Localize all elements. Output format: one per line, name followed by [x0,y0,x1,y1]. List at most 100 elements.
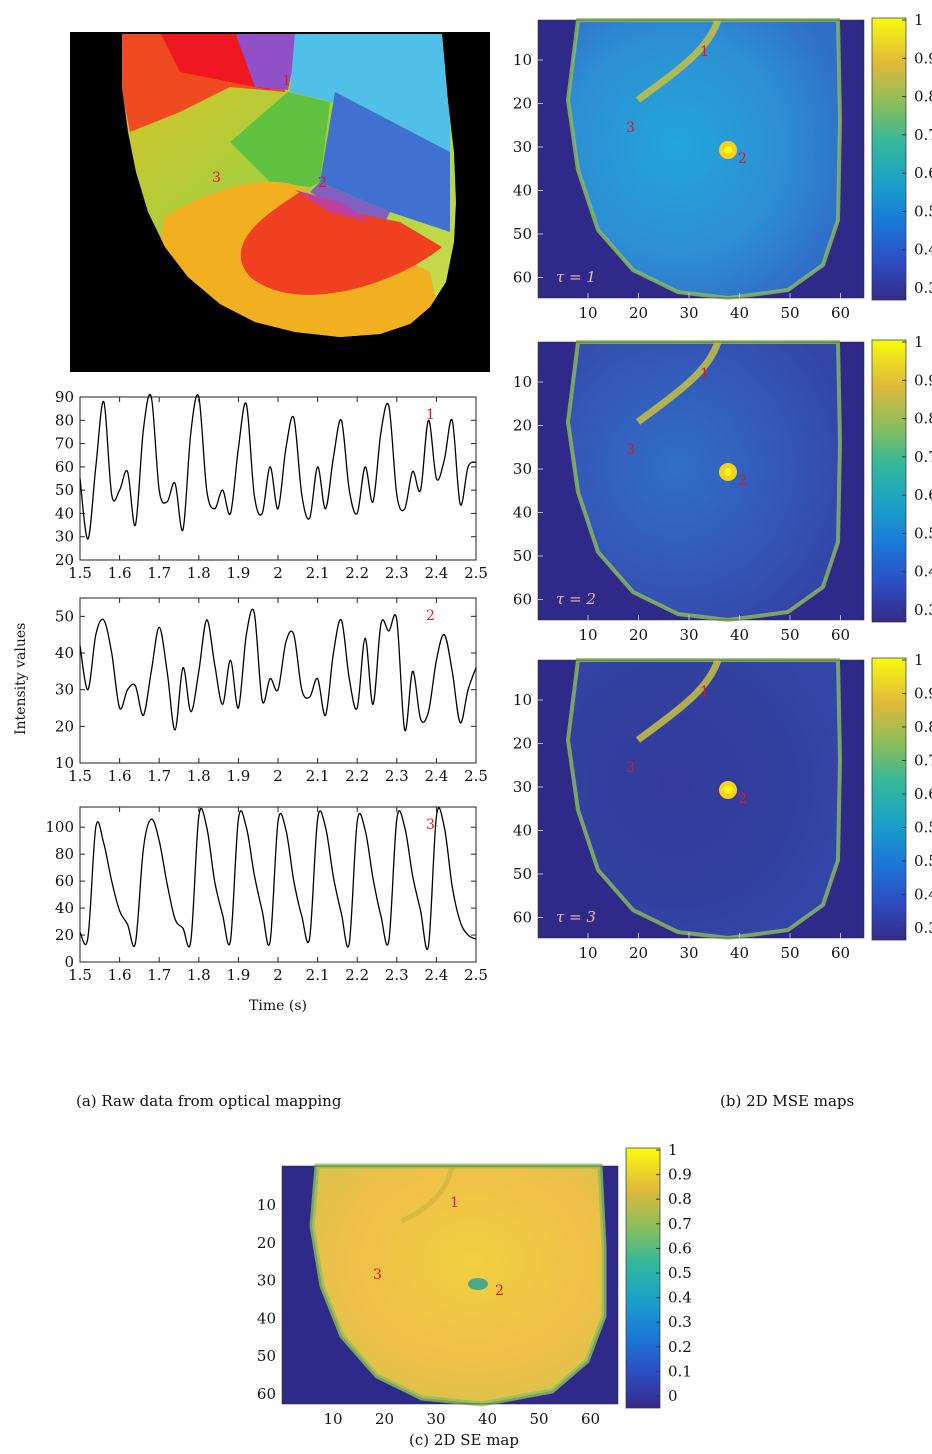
x-tick-label: 1.5 [68,767,92,785]
se-x-tick-label: 40 [478,1410,497,1428]
colorbar-tick-label: 0.5 [914,524,932,542]
phase-marker-1: 1 [282,73,291,89]
y-tick-label: 90 [55,388,74,406]
colorbar-tick-label: 0.9 [914,685,932,703]
caption-c: (c) 2D SE map [409,1431,519,1449]
x-tick-label: 2.5 [464,767,488,785]
map-marker-1: 1 [700,684,709,700]
colorbar-tick-label: 0.9 [914,371,932,389]
colorbar-tick-label: 0.8 [914,718,932,736]
y-tick-label: 60 [55,872,74,890]
map-marker-1: 1 [700,44,709,60]
y-tick-label: 80 [55,845,74,863]
map-x-tick-label: 40 [730,626,749,644]
phase-marker-2: 2 [318,175,327,191]
map-y-tick-label: 10 [513,691,532,709]
x-tick-label: 1.8 [187,966,211,984]
x-tick-label: 2.4 [424,767,448,785]
vessel-streak [635,658,722,743]
colorbar-tick-label: 0.7 [914,448,932,466]
se-colorbar-tick-label: 0.2 [668,1338,692,1356]
map-y-tick-label: 50 [513,225,532,243]
se-colorbar-tick-label: 0 [668,1387,678,1405]
map-marker-2: 2 [738,151,747,167]
trace-3-chart: 1.5 1.6 1.7 1.8 1.9 2 2.1 2.2 2.3 2.4 2.5 100 80 60 40… [45,806,488,1014]
y-tick-label: 40 [55,899,74,917]
map-y-tick-label: 10 [513,373,532,391]
x-tick-label: 1.9 [226,564,250,582]
mse-map-2: 1 2 3 τ = 2 10 20 30 40 50 60 10 20 30 40 50 60 1 0.9 0.8 0… [513,333,932,644]
map-y-tick-label: 30 [513,778,532,796]
x-tick-label: 2.3 [385,966,409,984]
x-tick-label: 2.3 [385,564,409,582]
x-tick-label: 2 [273,966,283,984]
colorbar-tick-label: 0.6 [914,164,932,182]
colorbar-tick-label: 0.3 [914,601,932,619]
trace-marker: 1 [426,407,435,423]
se-marker-1: 1 [450,1195,459,1211]
tau-label: τ = 1 [556,268,596,286]
se-x-tick-label: 30 [426,1410,445,1428]
colorbar-tick-label: 0.8 [914,88,932,106]
vessel-streak [635,18,722,103]
y-tick-label: 70 [55,435,74,453]
map-y-tick-label: 50 [513,865,532,883]
colorbar [625,1147,661,1409]
se-x-tick-label: 10 [323,1410,342,1428]
y-tick-label: 50 [55,481,74,499]
se-marker-2: 2 [495,1283,504,1299]
map-y-tick-label: 10 [513,51,532,69]
se-y-tick-label: 40 [257,1309,276,1327]
y-tick-label: 60 [55,458,74,476]
map-x-tick-label: 40 [730,304,749,322]
trace-marker: 2 [426,608,435,624]
map-y-tick-label: 40 [513,822,532,840]
trace-line [79,807,477,950]
hotspot-core [724,468,732,476]
colorbar-tick-label: 0.4 [914,563,932,581]
se-colorbar-tick-label: 0.1 [668,1362,692,1380]
y-tick-label: 50 [55,607,74,625]
x-tick-label: 2.4 [424,966,448,984]
se-colorbar-tick-label: 0.6 [668,1239,692,1257]
colorbar-tick-label: 0.6 [914,486,932,504]
se-colorbar-tick-label: 0.3 [668,1313,692,1331]
x-tick-label: 2.1 [306,767,330,785]
colorbar-tick-label: 1 [914,11,924,29]
trace-line [79,608,477,731]
se-low-spot [468,1278,488,1290]
colorbar [871,657,907,941]
map-y-tick-label: 50 [513,547,532,565]
plot-frame [79,806,477,963]
trace-line [79,393,477,540]
colorbar-tick-label: 0.7 [914,752,932,770]
tau-label: τ = 3 [556,908,596,926]
se-y-tick-label: 50 [257,1347,276,1365]
map-y-tick-label: 20 [513,417,532,435]
map-x-tick-label: 30 [679,626,698,644]
colorbar-tick-label: 0.8 [914,410,932,428]
map-marker-3: 3 [626,760,635,776]
map-y-tick-label: 20 [513,95,532,113]
map-y-tick-label: 30 [513,460,532,478]
map-y-tick-label: 60 [513,909,532,927]
se-colorbar-tick-label: 0.4 [668,1289,692,1307]
y-tick-label: 100 [45,818,74,836]
tau-label: τ = 2 [556,590,596,608]
colorbar-tick-label: 0.5 [914,852,932,870]
map-marker-2: 2 [738,473,747,489]
x-tick-label: 1.8 [187,767,211,785]
phase-markers: 1 2 3 [212,73,327,191]
se-colorbar-tick-label: 0.9 [668,1166,692,1184]
map-x-tick-label: 20 [629,304,648,322]
map-x-tick-label: 50 [780,944,799,962]
y-tick-label: 0 [64,953,74,971]
colorbar-tick-label: 0.9 [914,49,932,67]
map-y-tick-label: 20 [513,735,532,753]
x-axis-label: Time (s) [249,998,307,1014]
caption-b: (b) 2D MSE maps [720,1092,855,1110]
colorbar-tick-label: 0.5 [914,819,932,837]
hotspot-core [724,146,732,154]
se-frame [281,1165,619,1405]
colorbar-tick-label: 0.3 [914,919,932,937]
